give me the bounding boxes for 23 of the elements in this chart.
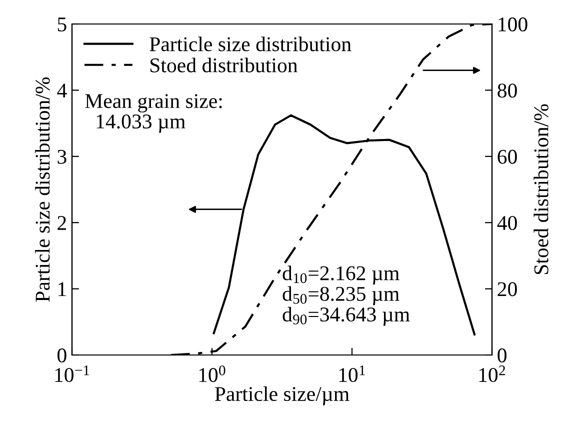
y-tick-label: 4 bbox=[57, 84, 67, 98]
y-tick-label: 1 bbox=[58, 282, 66, 296]
x-tick-label: 10$^{2}$ bbox=[479, 366, 506, 382]
x-tick-label: 10$^{1}$ bbox=[339, 366, 365, 382]
text: d$_{10}$=2.162 µm d$_{50}$=8.235 µm d$_{90}$=34.643 µm bbox=[282, 266, 410, 326]
y2-tick-label: 100 bbox=[498, 17, 528, 32]
legend-label: Stoed distribution bbox=[150, 58, 298, 72]
y-tick-label: 5 bbox=[58, 18, 66, 32]
y2-tick-label: 40 bbox=[497, 216, 517, 230]
annotation: Mean grain size: 14.033 µm bbox=[85, 94, 222, 133]
x-axis-title: Particle size/µm bbox=[214, 386, 350, 406]
y-tick-label: 0 bbox=[58, 348, 66, 362]
x-tick-label: 10$^{−1}$ bbox=[55, 366, 90, 382]
y2-tick-label: 0 bbox=[498, 348, 506, 362]
y-tick-label: 3 bbox=[58, 150, 66, 164]
y2-axis-title: Stoed distribution/% bbox=[534, 104, 548, 274]
legend-label: Particle size distribution bbox=[150, 36, 352, 52]
y2-tick-label: 20 bbox=[498, 282, 517, 296]
y2-tick-label: 60 bbox=[498, 150, 517, 164]
y2-tick-label: 80 bbox=[498, 84, 517, 98]
y-tick-label: 2 bbox=[58, 216, 66, 230]
y-axis-title: Particle size distribution/% bbox=[35, 77, 50, 302]
x-tick-label: 10$^{0}$ bbox=[199, 366, 226, 382]
